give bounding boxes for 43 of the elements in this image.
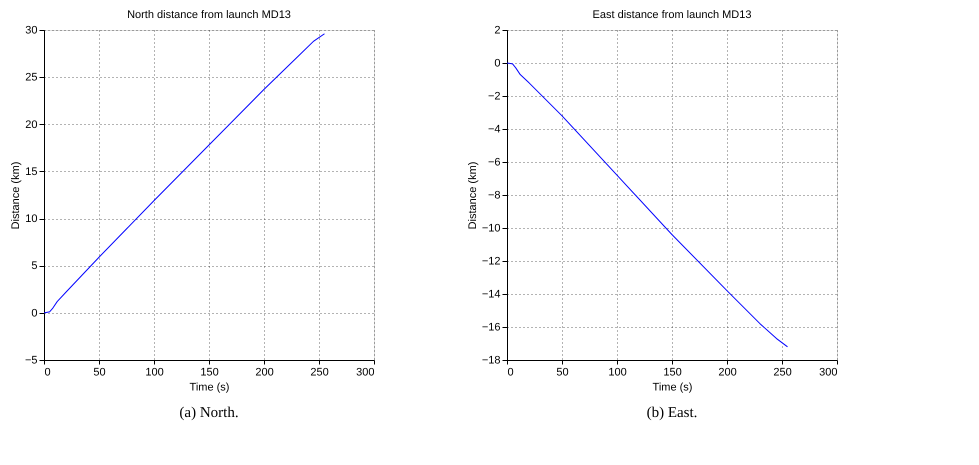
x-tick-label: 150 — [200, 366, 219, 378]
y-axis-title: Distance (km) — [466, 162, 479, 230]
y-tick-label: −14 — [482, 288, 500, 300]
x-tick-label: 300 — [819, 366, 838, 378]
y-axis-title: Distance (km) — [10, 162, 22, 230]
text: (b) East. — [646, 405, 698, 421]
x-axis-title: Time (s) — [190, 382, 230, 394]
chart-title: North distance from launch MD13 — [127, 9, 291, 21]
x-tick-label: 100 — [608, 366, 627, 378]
y-tick-label: −8 — [488, 190, 500, 202]
y-tick-label: 0 — [31, 307, 38, 320]
x-tick-label: 100 — [145, 366, 164, 378]
y-tick-label: −18 — [482, 354, 500, 366]
y-tick-label: 2 — [494, 24, 500, 36]
y-tick-label: −16 — [482, 322, 500, 334]
y-tick-label: 5 — [31, 260, 38, 272]
x-tick-label: 50 — [93, 366, 106, 378]
y-tick-label: 30 — [25, 24, 38, 36]
y-tick-label: −10 — [482, 222, 500, 234]
x-tick-label: 200 — [255, 366, 274, 378]
y-tick-label: −6 — [488, 156, 500, 168]
x-tick-label: 50 — [556, 366, 569, 378]
line-series — [507, 62, 788, 348]
y-tick-label: 25 — [25, 72, 38, 84]
x-tick-label: 250 — [773, 366, 792, 378]
y-tick-label: −4 — [488, 124, 500, 136]
y-tick-label: −5 — [24, 354, 38, 366]
text: (a) North. — [179, 405, 239, 421]
chart-title: East distance from launch MD13 — [592, 9, 752, 21]
x-tick-label: 200 — [718, 366, 737, 378]
y-tick-label: 10 — [25, 213, 38, 226]
x-tick-label: 0 — [508, 366, 514, 378]
y-tick-label: 20 — [25, 118, 38, 131]
y-tick-label: 0 — [494, 58, 500, 70]
x-tick-label: 250 — [310, 366, 329, 378]
line-series — [44, 33, 325, 314]
x-tick-label: 150 — [663, 366, 682, 378]
y-tick-label: −12 — [482, 256, 500, 268]
x-tick-label: 300 — [356, 366, 374, 378]
y-tick-label: −2 — [488, 90, 500, 102]
x-axis-title: Time (s) — [652, 382, 692, 394]
y-tick-label: 15 — [25, 166, 38, 178]
x-tick-label: 0 — [44, 366, 51, 378]
